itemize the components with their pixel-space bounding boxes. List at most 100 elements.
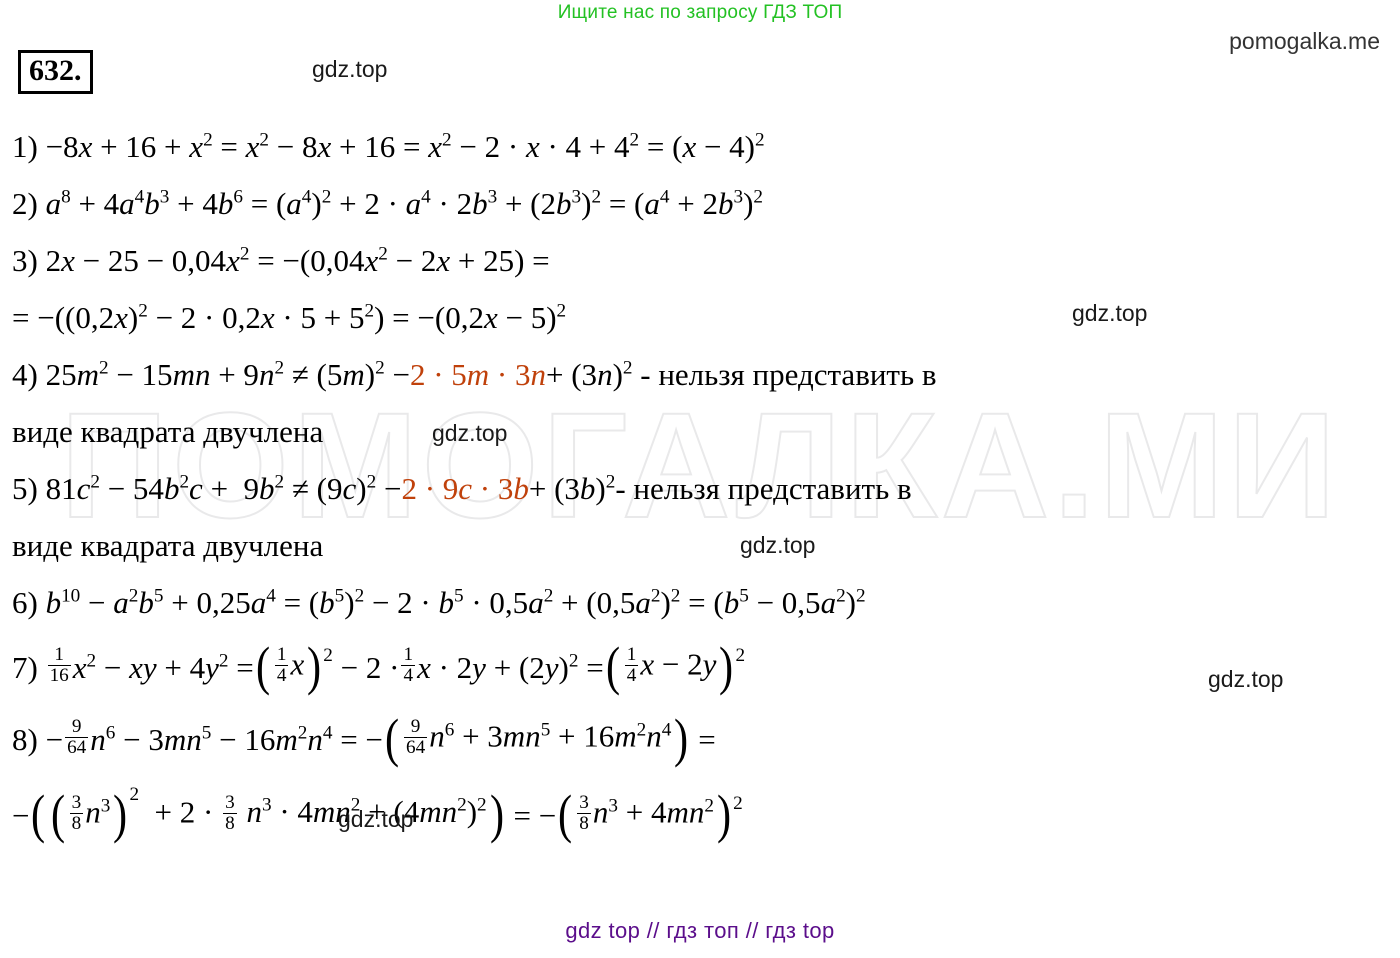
line-8b-seg0: − [12,797,30,833]
gdz-watermark-4: gdz.top [740,532,816,558]
fraction-denominator: 8 [577,813,591,835]
line-3a-expression: 2x − 25 − 0,04x2 = −(0,04x2 − 2x + 25) = [45,243,550,278]
paren-inner: ( 3 8 n3 ) 2 + 2 · 3 8 n3 · 4mn2 + (4mn2… [48,784,488,845]
fraction-three-eighths-3: 3 8 [577,793,591,834]
fraction-numerator: 9 [410,716,421,738]
line-8b-paren-2: ( 3 8 n3 + 4mn2 ) [556,784,733,845]
fraction-numerator: 1 [403,644,414,666]
line-4a-right: + (3n)2 - нельзя представить в [546,357,937,392]
line-2-expression: a8 + 4a4b3 + 4b6 = (a4)2 + 2 · a4 · 2b3 … [45,186,764,221]
exercise-number-box: 632. [18,50,93,94]
line-7-label: 7) [12,649,46,685]
line-5a-left: 81c2 − 54b2c + 9b2 ≠ (9c)2 − [45,471,402,506]
line-8a-paren: ( 9 64 n6 + 3mn5 + 16m2n4 ) [383,708,691,769]
top-promo-banner: Ищите нас по запросу ГДЗ ТОП [0,2,1400,24]
line-4a-highlight: 2 · 5m · 3n [409,357,546,392]
solution-line-2: 2) a8 + 4a4b3 + 4b6 = (a4)2 + 2 · a4 · 2… [12,175,1392,232]
paren-left: ( [384,708,400,769]
paren-inner: 3 8 n3 + 4mn2 [577,792,714,835]
gdz-watermark-1: gdz.top [312,56,388,82]
solution-body: 1) −8x + 16 + x2 = x2 − 8x + 16 = x2 − 2… [12,118,1392,855]
fraction-denominator: 8 [223,813,237,835]
solution-line-8b: − ( ( 3 8 n3 ) 2 + 2 · 3 8 [12,784,743,845]
fraction-numerator: 1 [626,644,637,666]
line-7-seg1: x2 − xy + 4y2 = [72,649,254,685]
line-8a-seg1: n6 − 3mn5 − 16m2n4 = − [90,721,383,757]
line-7-seg3: x · 2y + (2y)2 = [417,649,604,685]
line-8a-seg2: = [690,721,716,757]
line-3b-expression: = −((0,2x)2 − 2 · 0,2x · 5 + 52) = −(0,2… [12,300,567,335]
paren-right: ) [716,784,732,845]
fraction-denominator: 4 [274,665,289,687]
line-7-paren-1: ( 1 4 x ) [254,636,324,697]
paren-left: ( [605,636,620,697]
solution-line-7: 7) 1 16 x2 − xy + 4y2 = ( 1 4 x ) 2 − 2 … [12,636,746,697]
line-7-paren-2: ( 1 4 x − 2y ) [604,636,736,697]
fraction-nine-sixtyfourths: 9 64 [65,716,89,758]
exercise-number: 632. [29,54,82,87]
gdz-watermark-5: gdz.top [1208,666,1284,692]
line-5a-right: + (3b)2- нельзя представить в [528,471,912,506]
solution-line-4a: 4) 25m2 − 15mn + 9n2 ≠ (5m)2 − 2 · 5m · … [12,346,1392,403]
line-5b-text: виде квадрата двучлена [12,528,324,563]
solution-line-5a: 5) 81c2 − 54b2c + 9b2 ≠ (9c)2 − 2 · 9c ·… [12,460,1392,517]
line-8b-paren-1: ( 3 8 n3 ) [49,784,130,845]
paren-left: ( [31,784,46,845]
site-brand-mark: pomogalka.me [1229,28,1380,54]
gdz-watermark-2: gdz.top [1072,300,1148,326]
solution-line-5b: виде квадрата двучлена [12,517,1392,574]
footer-text: gdz top // гдз топ // гдз top [565,918,835,943]
fraction-denominator: 8 [69,813,84,835]
paren-right: ) [113,784,128,845]
line-7-seg2: − 2 · [332,649,400,685]
solution-line-6: 6) b10 − a2b5 + 0,25a4 = (b5)2 − 2 · b5 … [12,574,1392,631]
paren-right: ) [719,636,734,697]
top-banner-text: Ищите нас по запросу ГДЗ ТОП [557,2,843,23]
line-8b-exp-1: 2 [129,784,140,806]
fraction-numerator: 3 [71,792,82,814]
paren-inner: 1 4 x − 2y [624,644,717,687]
solution-line-1: 1) −8x + 16 + x2 = x2 − 8x + 16 = x2 − 2… [12,118,1392,175]
line-8-label: 8) − [12,721,64,757]
fraction-one-fourth: 1 4 [274,644,289,687]
fraction-one-fourth-2: 1 4 [401,644,416,687]
solution-line-3a: 3) 2x − 25 − 0,04x2 = −(0,04x2 − 2x + 25… [12,232,1392,289]
fraction-numerator: 3 [225,792,235,814]
line-6-label: 6) [12,585,46,620]
footer-bar: gdz top // гдз топ // гдз top [0,918,1400,944]
fraction-numerator: 1 [276,644,287,666]
line-8b-seg3: = − [505,797,557,833]
paren-left: ( [255,636,270,697]
fraction-one-fourth-3: 1 4 [624,644,639,687]
line-5-label: 5) [12,471,46,506]
line-4b-text: виде квадрата двучлена [12,414,324,449]
paren-inner: 9 64 n6 + 3mn5 + 16m2n4 [404,716,672,759]
fraction-nine-sixtyfourths-2: 9 64 [404,716,428,759]
line-4a-left: 25m2 − 15mn + 9n2 ≠ (5m)2 − [45,357,410,392]
solution-line-3b: = −((0,2x)2 − 2 · 0,2x · 5 + 52) = −(0,2… [12,289,1392,346]
line-3-label: 3) [12,243,46,278]
fraction-denominator: 4 [624,665,639,687]
fraction-numerator: 9 [71,716,82,738]
gdz-watermark-6: gdz.top [338,806,414,832]
paren-inner: 3 8 n3 [69,792,111,835]
fraction-denominator: 16 [47,665,71,687]
line-1-label: 1) [12,129,46,164]
line-8b-seg2: n3 · 4mn2 + (4mn2)2 [246,794,487,830]
fraction-denominator: 4 [401,665,416,687]
fraction-three-eighths-2: 3 8 [223,793,237,834]
fraction-three-eighths: 3 8 [69,792,84,835]
paren-right: ) [489,784,504,845]
paren-right: ) [674,708,689,769]
line-8b-outer-paren: ( ( 3 8 n3 ) 2 + 2 · 3 8 [29,784,505,845]
fraction-denominator: 64 [404,737,428,759]
paren-right: ) [307,636,322,697]
paren-inner: 1 4 x [274,644,305,687]
paren-left: ( [558,784,573,845]
line-5a-highlight: 2 · 9c · 3b [401,471,529,506]
fraction-numerator: 1 [54,644,64,666]
solution-line-8a: 8) − 9 64 n6 − 3mn5 − 16m2n4 = − ( 9 64 … [12,703,1392,775]
line-6-expression: b10 − a2b5 + 0,25a4 = (b5)2 − 2 · b5 · 0… [45,585,866,620]
line-1-expression: −8x + 16 + x2 = x2 − 8x + 16 = x2 − 2 · … [45,129,765,164]
line-2-label: 2) [12,186,46,221]
